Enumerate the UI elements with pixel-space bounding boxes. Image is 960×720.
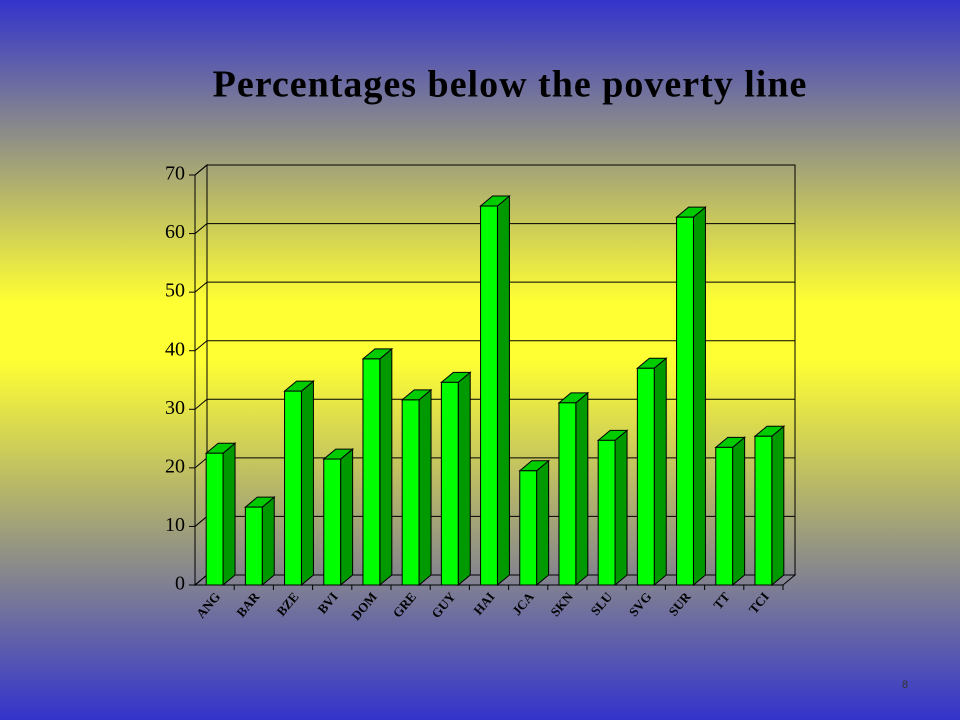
bar-side xyxy=(575,391,589,587)
bar xyxy=(519,470,538,586)
bar-side xyxy=(379,347,393,587)
bar-side xyxy=(692,206,706,587)
bar xyxy=(676,216,694,586)
bar-side xyxy=(653,357,667,587)
bar-side xyxy=(771,425,785,587)
bar xyxy=(323,458,342,586)
bar xyxy=(636,367,655,586)
grid-line xyxy=(194,223,795,234)
grid-line xyxy=(194,340,795,352)
bar xyxy=(244,506,263,586)
bar xyxy=(362,358,381,586)
bar-side xyxy=(614,429,628,587)
bar xyxy=(440,381,459,586)
y-tick-label: 0 xyxy=(175,573,185,595)
bar xyxy=(754,435,773,586)
bar-side xyxy=(496,194,510,587)
y-tick-label: 40 xyxy=(165,338,185,360)
y-tick-label: 30 xyxy=(165,397,185,419)
y-tick-label: 50 xyxy=(165,280,185,302)
bar xyxy=(284,390,302,586)
bar-side xyxy=(340,448,354,587)
y-tick-label: 70 xyxy=(165,163,185,185)
bar xyxy=(597,439,616,586)
bar-side xyxy=(536,459,550,587)
slide-title: Percentages below the poverty line xyxy=(213,64,808,106)
grid-line xyxy=(194,164,795,176)
bar xyxy=(205,452,224,586)
bar xyxy=(480,205,498,586)
bar-side xyxy=(261,496,275,587)
bar xyxy=(715,446,734,586)
y-tick-label: 10 xyxy=(165,514,185,536)
y-tick-label: 20 xyxy=(165,455,185,477)
bar-side xyxy=(457,371,471,587)
y-tick-label: 60 xyxy=(165,221,185,243)
bar-side xyxy=(222,442,236,587)
bar-side xyxy=(418,388,432,587)
grid-line xyxy=(194,281,795,293)
page-number: 8 xyxy=(902,679,908,691)
bar-side xyxy=(300,380,314,587)
bar xyxy=(401,399,420,586)
bar-side xyxy=(732,436,746,587)
grid-line xyxy=(194,398,795,410)
bar xyxy=(558,402,577,586)
